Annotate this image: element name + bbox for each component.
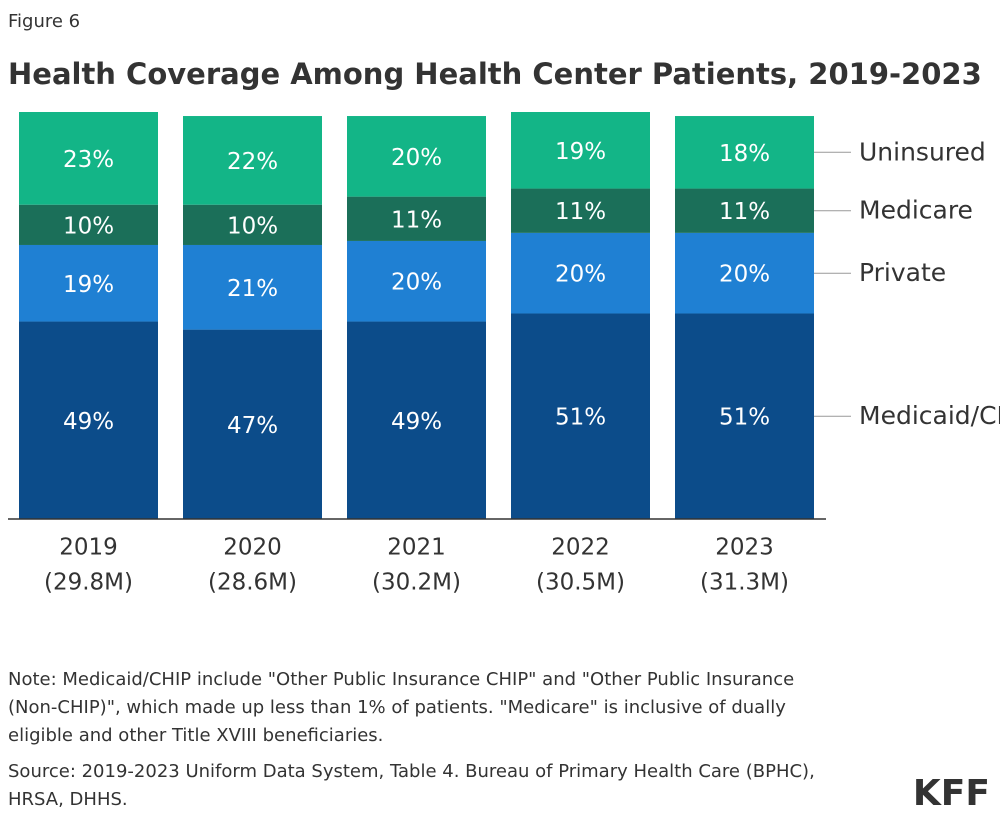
value-label: 20% — [555, 262, 606, 288]
bar-segment — [347, 240, 486, 322]
bar-segment — [675, 313, 814, 519]
bar-segment — [183, 329, 322, 519]
bar-segment — [19, 244, 158, 322]
note-line: (Non-CHIP)", which made up less than 1% … — [8, 697, 786, 718]
logo: KFF — [913, 773, 990, 814]
x-tick-sublabel: (31.3M) — [700, 570, 789, 596]
value-label: 49% — [63, 409, 114, 435]
x-tick-sublabel: (29.8M) — [44, 570, 133, 596]
bar-segment — [511, 313, 650, 519]
value-label: 11% — [555, 199, 606, 225]
bar-segment — [347, 116, 486, 197]
value-label: 18% — [719, 141, 770, 167]
bar-segment — [675, 116, 814, 189]
bar-segment — [675, 188, 814, 233]
note-line: Note: Medicaid/CHIP include "Other Publi… — [8, 669, 794, 690]
x-tick-label: 2022 — [551, 535, 610, 561]
bar-segment — [19, 204, 158, 245]
bar-segment — [347, 196, 486, 241]
value-label: 51% — [555, 405, 606, 431]
x-tick-sublabel: (30.5M) — [536, 570, 625, 596]
bar-segment — [183, 204, 322, 245]
bar-segment — [511, 232, 650, 314]
source-line: HRSA, DHHS. — [8, 789, 128, 810]
value-label: 20% — [391, 270, 442, 296]
bar-segment — [19, 112, 158, 205]
x-tick-label: 2020 — [223, 535, 282, 561]
x-tick-label: 2019 — [59, 535, 118, 561]
value-label: 51% — [719, 405, 770, 431]
figure-label: Figure 6 — [8, 11, 80, 32]
value-label: 21% — [227, 276, 278, 302]
x-tick-sublabel: (28.6M) — [208, 570, 297, 596]
note-line: eligible and other Title XVIII beneficia… — [8, 725, 383, 746]
value-label: 23% — [63, 147, 114, 173]
bar-segment — [511, 112, 650, 189]
value-label: 47% — [227, 413, 278, 439]
legend-label: Medicare — [859, 196, 973, 225]
value-label: 22% — [227, 149, 278, 175]
bar-segment — [183, 116, 322, 205]
value-label: 19% — [63, 272, 114, 298]
value-label: 10% — [227, 213, 278, 239]
bar-segment — [347, 321, 486, 519]
legend-label: Uninsured — [859, 137, 986, 166]
value-label: 20% — [719, 262, 770, 288]
x-tick-label: 2021 — [387, 535, 446, 561]
value-label: 11% — [719, 199, 770, 225]
chart-title: Health Coverage Among Health Center Pati… — [8, 57, 982, 91]
bar-segment — [19, 321, 158, 519]
value-label: 20% — [391, 145, 442, 171]
value-label: 11% — [391, 207, 442, 233]
legend-label: Private — [859, 258, 946, 287]
legend-label: Medicaid/CHIP — [859, 401, 1000, 430]
source-line: Source: 2019-2023 Uniform Data System, T… — [8, 761, 815, 782]
value-label: 49% — [391, 409, 442, 435]
bar-segment — [511, 188, 650, 233]
x-tick-label: 2023 — [715, 535, 774, 561]
bar-segment — [675, 232, 814, 314]
value-label: 19% — [555, 139, 606, 165]
value-label: 10% — [63, 213, 114, 239]
x-tick-sublabel: (30.2M) — [372, 570, 461, 596]
bar-segment — [183, 244, 322, 330]
